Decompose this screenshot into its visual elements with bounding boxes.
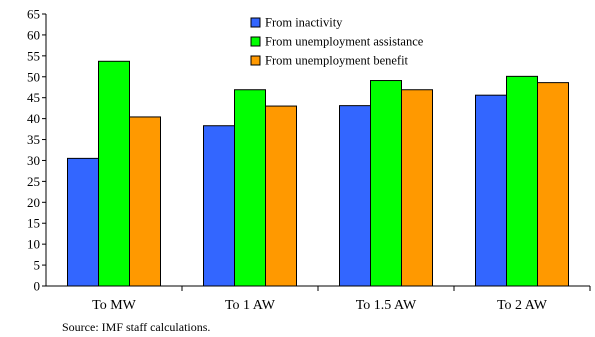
y-tick-label: 45 (27, 90, 40, 105)
bar-from-unemployment-assistance-0 (98, 60, 130, 287)
y-tick-label: 20 (27, 195, 40, 210)
legend-label: From unemployment benefit (265, 54, 409, 68)
bar-from-unemployment-benefit-1 (265, 105, 297, 287)
bar-from-unemployment-assistance-3 (506, 75, 538, 287)
bar-from-unemployment-assistance-1 (234, 89, 266, 287)
y-tick-label: 30 (27, 153, 40, 168)
bar-from-inactivity-1 (203, 125, 235, 287)
x-category-label: To MW (92, 298, 137, 313)
bar-from-inactivity-0 (67, 157, 99, 287)
bar-from-unemployment-assistance-2 (370, 80, 402, 287)
legend-swatch (250, 17, 261, 28)
bar-from-inactivity-2 (339, 105, 371, 287)
y-tick-label: 15 (27, 216, 40, 231)
y-tick-label: 35 (27, 132, 40, 147)
y-tick-label: 60 (27, 27, 40, 42)
bar-from-unemployment-benefit-0 (129, 116, 161, 287)
y-tick-label: 40 (27, 111, 40, 126)
legend-label: From inactivity (265, 16, 343, 30)
x-category-label: To 2 AW (497, 298, 548, 313)
legend-swatch (250, 55, 261, 66)
y-tick-label: 10 (27, 237, 40, 252)
legend-swatch (250, 36, 261, 47)
y-tick-label: 55 (27, 48, 40, 63)
x-category-label: To 1 AW (225, 298, 276, 313)
x-axis-labels: To MW To 1 AW To 1.5 AW To 2 AW (92, 298, 548, 313)
y-tick-label: 65 (27, 7, 40, 22)
bar-from-inactivity-3 (475, 94, 507, 287)
y-tick-label: 50 (27, 69, 40, 84)
bars-group (67, 60, 569, 287)
bar-from-unemployment-benefit-3 (537, 82, 569, 287)
y-axis-ticks: 0 5 10 15 20 25 30 35 40 45 50 55 60 65 (27, 7, 46, 294)
y-tick-label: 25 (27, 174, 40, 189)
source-note: Source: IMF staff calculations. (62, 320, 210, 334)
x-axis-ticks (181, 286, 591, 291)
y-tick-label: 5 (34, 258, 41, 273)
y-tick-label: 0 (34, 279, 41, 294)
x-category-label: To 1.5 AW (356, 298, 417, 313)
legend: From inactivity From unemployment assista… (250, 16, 424, 68)
legend-label: From unemployment assistance (265, 35, 424, 49)
bar-from-unemployment-benefit-2 (401, 89, 433, 287)
